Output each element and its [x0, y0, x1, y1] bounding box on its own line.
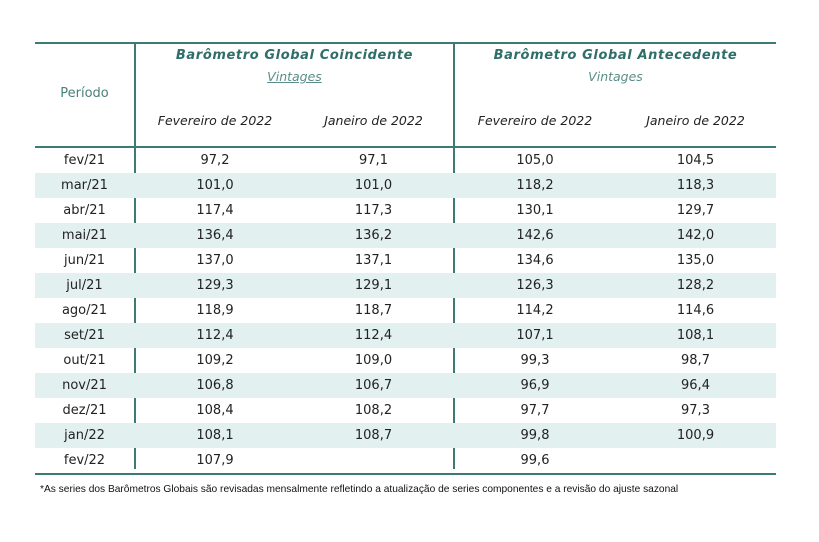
value-cell: 106,8 [196, 378, 234, 393]
period-cell: fev/22 [63, 453, 106, 468]
value-cell: 99,6 [520, 453, 550, 468]
value-cell: 99,8 [520, 428, 550, 443]
periodo-header: Período [60, 86, 109, 101]
value-cell: 112,4 [196, 328, 234, 343]
col-header-antec-jan: Janeiro de 2022 [646, 113, 745, 128]
value-cell: 107,1 [516, 328, 554, 343]
period-cell: jul/21 [66, 278, 103, 293]
table-row: ago/21 118,9 118,7 114,2 114,6 [35, 298, 776, 323]
value-cell: 142,0 [676, 228, 715, 243]
value-cell: 129,1 [354, 278, 393, 293]
footnote: *As series dos Barômetros Globais são re… [40, 484, 679, 495]
value-cell: 96,9 [520, 378, 550, 393]
table-row: fev/21 97,2 97,1 105,0 104,5 [35, 148, 776, 173]
value-cell: 108,1 [196, 428, 234, 443]
table-body: fev/21 97,2 97,1 105,0 104,5 mar/21 101,0 101,0… [35, 148, 776, 473]
value-cell: 117,3 [354, 203, 393, 218]
value-cell: 105,0 [516, 153, 554, 168]
value-cell: 130,1 [516, 203, 554, 218]
period-cell: dez/21 [62, 403, 107, 418]
value-cell: 129,3 [196, 278, 234, 293]
table-row: jan/22 108,1 108,7 99,8 100,9 [35, 423, 776, 448]
column-divider-1 [134, 42, 136, 469]
bottom-rule [35, 473, 776, 475]
period-cell: nov/21 [62, 378, 107, 393]
value-cell: 118,7 [354, 303, 393, 318]
table-row: nov/21 106,8 106,7 96,9 96,4 [35, 373, 776, 398]
value-cell: 99,3 [520, 353, 550, 368]
value-cell: 107,9 [196, 453, 234, 468]
value-cell: 114,6 [676, 303, 715, 318]
value-cell: 109,0 [354, 353, 393, 368]
value-cell: 97,1 [359, 153, 388, 168]
period-cell: out/21 [63, 353, 106, 368]
value-cell: 118,2 [516, 178, 554, 193]
top-rule [35, 42, 776, 44]
period-cell: fev/21 [63, 153, 106, 168]
period-cell: jan/22 [64, 428, 105, 443]
group-antecedente-title: Barômetro Global Antecedente [493, 48, 738, 63]
table-row: out/21 109,2 109,0 99,3 98,7 [35, 348, 776, 373]
value-cell: 112,4 [354, 328, 393, 343]
value-cell: 126,3 [516, 278, 554, 293]
value-cell: 108,4 [196, 403, 234, 418]
value-cell: 136,2 [354, 228, 393, 243]
value-cell: 135,0 [676, 253, 715, 268]
value-cell: 101,0 [196, 178, 234, 193]
value-cell: 108,7 [354, 428, 393, 443]
value-cell: 96,4 [681, 378, 710, 393]
value-cell: 97,3 [681, 403, 710, 418]
value-cell: 118,3 [676, 178, 715, 193]
group-coincidente-vintages: Vintages [267, 69, 322, 84]
value-cell: 117,4 [196, 203, 234, 218]
period-cell: mai/21 [61, 228, 108, 243]
value-cell: 104,5 [676, 153, 715, 168]
group-coincidente-title: Barômetro Global Coincidente [175, 48, 414, 63]
table-row: fev/22 107,9 99,6 [35, 448, 776, 473]
value-cell: 97,7 [520, 403, 550, 418]
value-cell: 97,2 [200, 153, 230, 168]
group-antecedente: Barômetro Global Antecedente Vintages [455, 48, 776, 84]
value-cell: 128,2 [676, 278, 715, 293]
value-cell: 108,2 [354, 403, 393, 418]
table-row: mar/21 101,0 101,0 118,2 118,3 [35, 173, 776, 198]
period-cell: mar/21 [61, 178, 108, 193]
table-row: dez/21 108,4 108,2 97,7 97,3 [35, 398, 776, 423]
value-cell: 100,9 [676, 428, 715, 443]
barometer-table: Período Barômetro Global Coincidente Vin… [35, 42, 776, 475]
value-cell: 142,6 [516, 228, 554, 243]
value-cell: 108,1 [676, 328, 715, 343]
period-cell: set/21 [64, 328, 105, 343]
period-cell: abr/21 [63, 203, 106, 218]
period-cell: jun/21 [63, 253, 105, 268]
value-cell: 129,7 [676, 203, 715, 218]
value-cell: 109,2 [196, 353, 234, 368]
value-cell: 134,6 [516, 253, 554, 268]
col-header-antec-fev: Fevereiro de 2022 [477, 113, 593, 128]
group-coincidente: Barômetro Global Coincidente Vintages [136, 48, 453, 84]
value-cell: 101,0 [354, 178, 393, 193]
value-cell: 137,1 [354, 253, 393, 268]
table-row: jul/21 129,3 129,1 126,3 128,2 [35, 273, 776, 298]
table-row: abr/21 117,4 117,3 130,1 129,7 [35, 198, 776, 223]
table-header: Período Barômetro Global Coincidente Vin… [35, 44, 776, 148]
col-header-coinc-fev: Fevereiro de 2022 [157, 113, 273, 128]
value-cell: 106,7 [354, 378, 393, 393]
table-row: set/21 112,4 112,4 107,1 108,1 [35, 323, 776, 348]
table-row: jun/21 137,0 137,1 134,6 135,0 [35, 248, 776, 273]
value-cell: 118,9 [196, 303, 234, 318]
group-antecedente-vintages: Vintages [588, 69, 643, 84]
value-cell: 137,0 [196, 253, 234, 268]
period-cell: ago/21 [61, 303, 108, 318]
column-divider-2 [453, 42, 455, 469]
col-header-coinc-jan: Janeiro de 2022 [324, 113, 423, 128]
value-cell: 136,4 [196, 228, 234, 243]
value-cell: 114,2 [516, 303, 554, 318]
table-row: mai/21 136,4 136,2 142,6 142,0 [35, 223, 776, 248]
value-cell: 98,7 [681, 353, 710, 368]
